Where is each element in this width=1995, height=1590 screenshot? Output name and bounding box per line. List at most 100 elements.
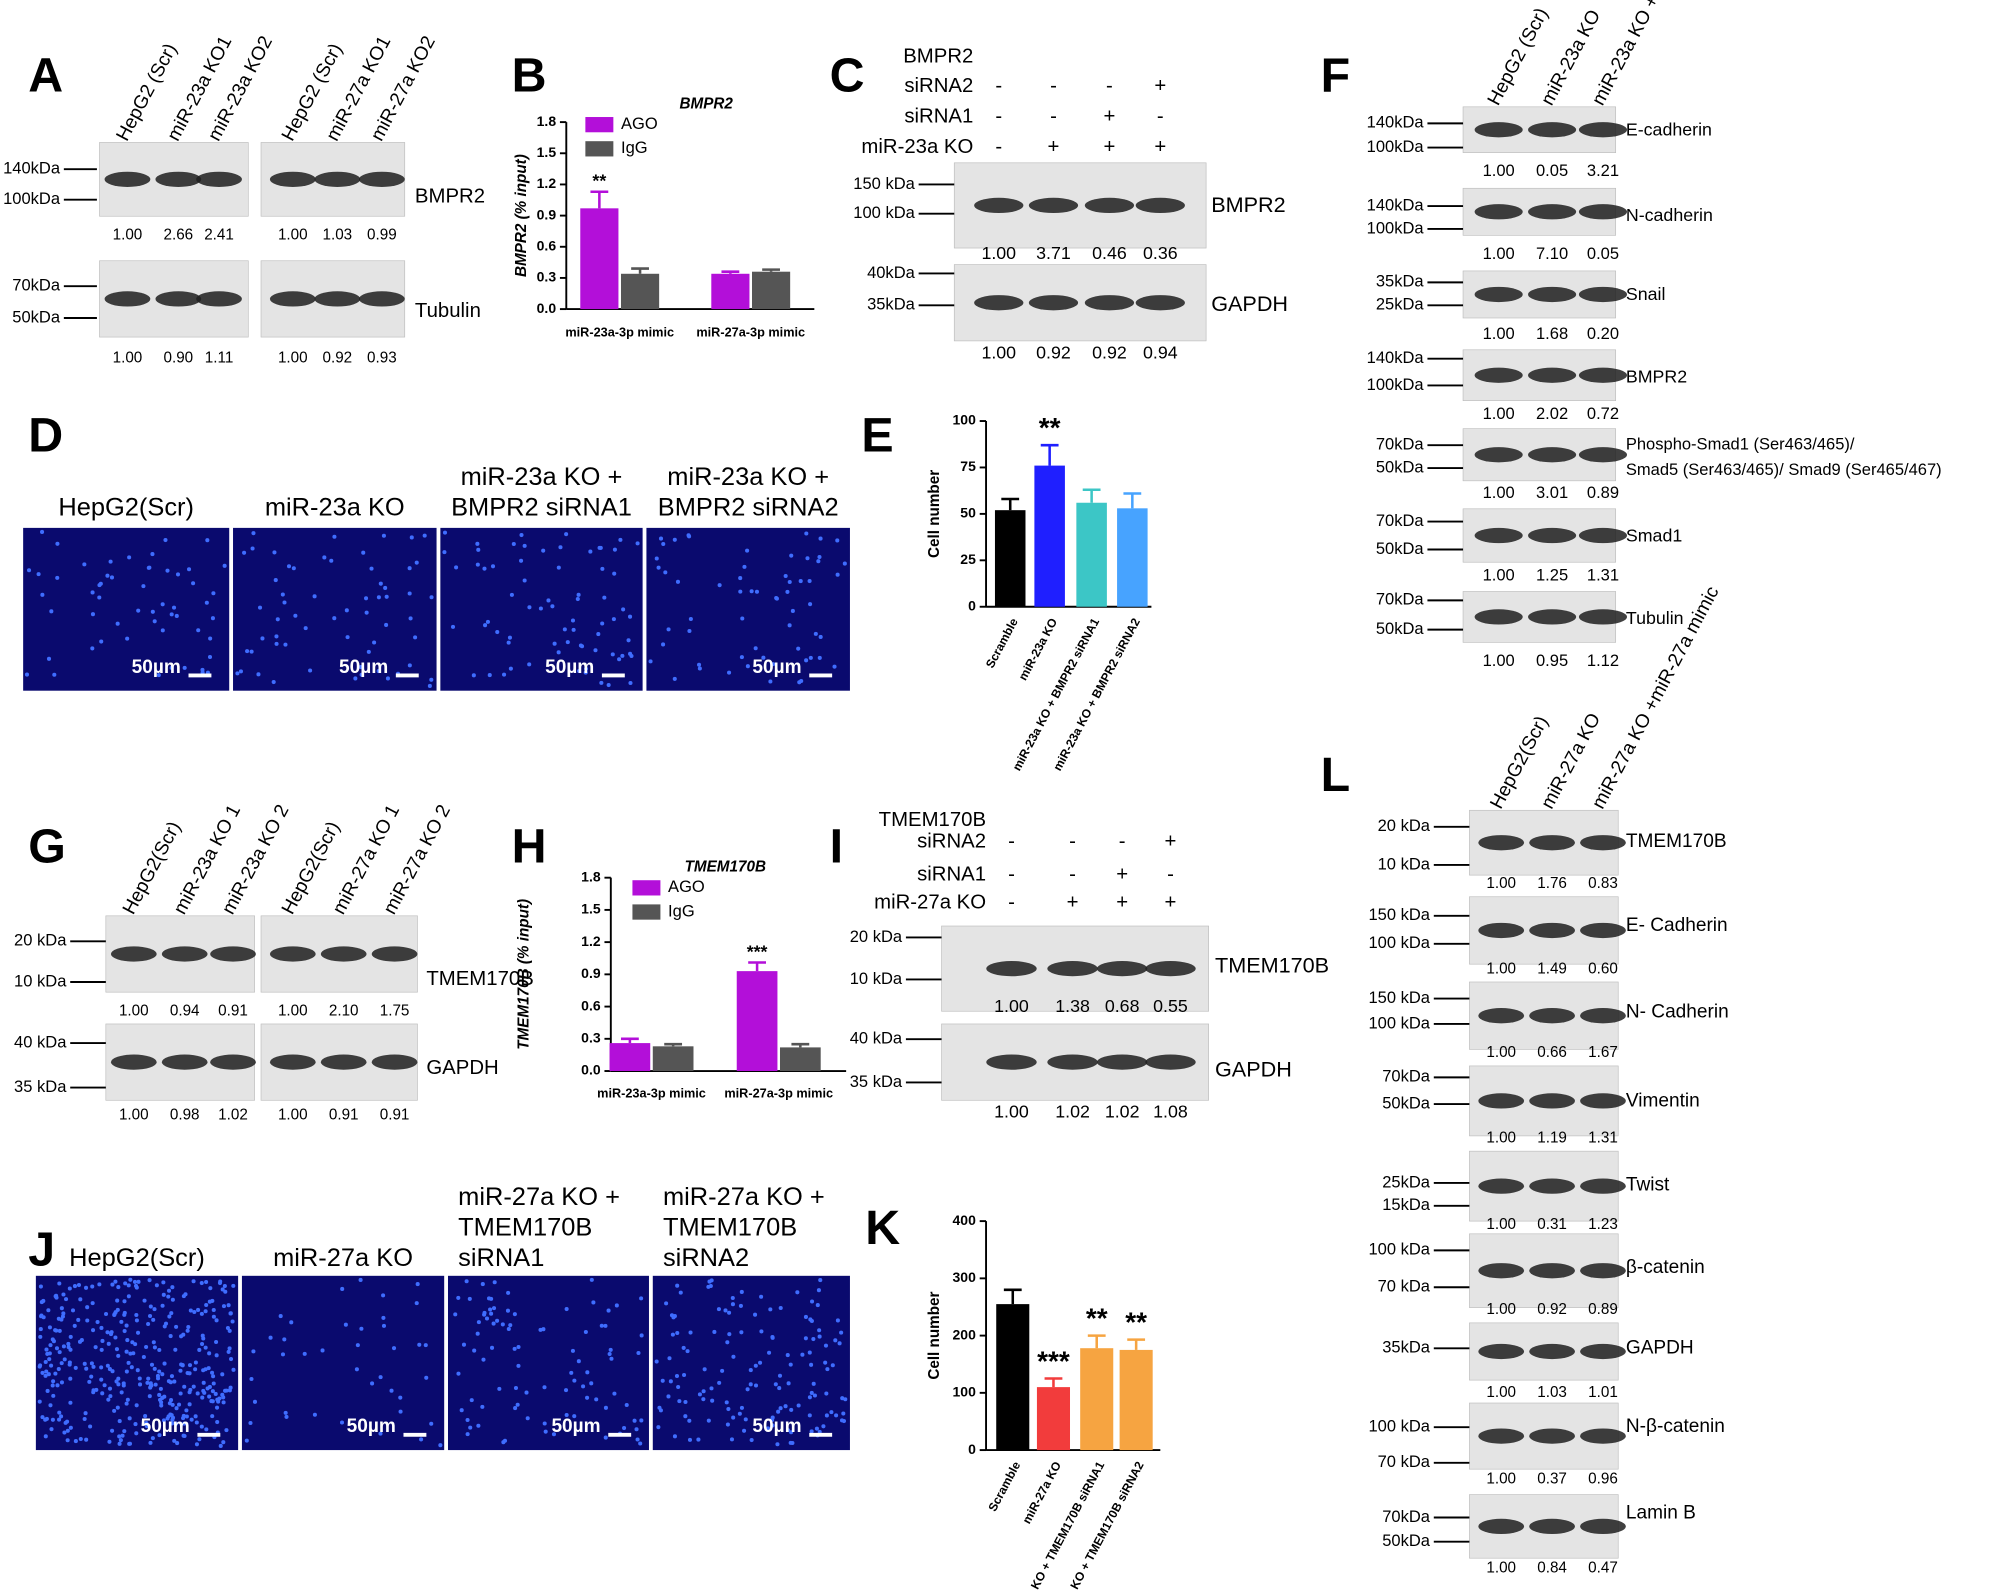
nucleus — [821, 1424, 826, 1429]
nucleus — [144, 1421, 149, 1426]
blot-label: TMEM170B — [1626, 831, 1727, 852]
bar — [1080, 1348, 1114, 1451]
nucleus — [24, 672, 30, 677]
nucleus — [789, 553, 794, 558]
nucleus — [456, 1295, 461, 1300]
nucleus — [512, 1346, 517, 1351]
quantification: 0.99 — [367, 226, 397, 243]
nucleus — [188, 1387, 193, 1392]
nucleus — [807, 1395, 812, 1400]
nucleus — [500, 1322, 505, 1327]
nucleus — [803, 1314, 808, 1319]
blot-band — [1474, 447, 1523, 463]
nucleus — [121, 1381, 126, 1386]
quantification: 0.68 — [1105, 996, 1140, 1016]
blot-label: E- Cadherin — [1626, 915, 1728, 936]
y-tick-label: 1.2 — [537, 175, 557, 191]
nucleus — [123, 1281, 128, 1286]
nucleus — [54, 1346, 60, 1351]
nucleus — [125, 636, 130, 641]
marker-label: 35kDa — [1382, 1338, 1431, 1357]
nucleus — [583, 670, 588, 675]
nucleus — [54, 1293, 59, 1298]
nucleus — [639, 1296, 644, 1301]
nucleus — [312, 594, 317, 599]
condition-sign: + — [1116, 864, 1128, 886]
nucleus — [485, 619, 490, 624]
nucleus — [483, 623, 488, 628]
nucleus — [546, 598, 551, 603]
nucleus — [161, 1280, 166, 1285]
nucleus — [40, 1415, 45, 1420]
nucleus — [725, 1340, 730, 1345]
nucleus — [542, 1421, 547, 1426]
nucleus — [702, 1367, 707, 1372]
quantification: 1.25 — [1536, 566, 1568, 585]
blot-band — [196, 171, 242, 187]
nucleus — [144, 1424, 149, 1429]
nucleus — [669, 1313, 675, 1318]
nucleus — [268, 1335, 273, 1340]
nucleus — [467, 1296, 472, 1301]
marker-label: 50kDa — [1382, 1093, 1431, 1112]
quantification: 3.71 — [1036, 243, 1071, 263]
blot-band — [1580, 1518, 1626, 1535]
nucleus — [688, 616, 693, 622]
nucleus — [57, 1417, 62, 1422]
nucleus — [407, 663, 412, 668]
y-tick-label: 1.8 — [581, 868, 601, 884]
quantification: 1.00 — [1486, 1470, 1516, 1487]
nucleus — [516, 1363, 521, 1368]
nucleus — [224, 1428, 229, 1433]
nucleus — [211, 1374, 216, 1379]
quantification: 1.00 — [1486, 1216, 1516, 1233]
nucleus — [442, 530, 448, 535]
quantification: 1.00 — [278, 350, 308, 367]
nucleus — [572, 1378, 577, 1383]
nucleus — [823, 1343, 829, 1348]
legend-label: AGO — [621, 114, 658, 133]
nucleus — [176, 1402, 182, 1407]
nucleus — [182, 665, 187, 670]
blot-band — [1529, 1008, 1575, 1024]
image-header: miR-27a KO + — [663, 1183, 825, 1211]
blot-band — [1478, 835, 1525, 851]
panel-letter: H — [512, 819, 547, 873]
nucleus — [82, 562, 87, 567]
bar — [779, 1047, 821, 1072]
nucleus — [283, 642, 288, 647]
nucleus — [358, 665, 363, 670]
y-tick-label: 100 — [953, 1384, 977, 1400]
condition-label: siRNA1 — [904, 105, 973, 127]
bar — [736, 971, 778, 1072]
nucleus — [564, 1306, 569, 1312]
nucleus — [501, 1440, 506, 1445]
nucleus — [677, 1399, 682, 1404]
nucleus — [817, 1328, 822, 1333]
nucleus — [343, 1322, 348, 1327]
nucleus — [189, 1417, 194, 1422]
quantification: 1.00 — [981, 342, 1016, 362]
nucleus — [687, 1418, 692, 1423]
nucleus — [303, 626, 308, 631]
nucleus — [170, 1415, 176, 1420]
marker-label: 20 kDa — [14, 931, 67, 950]
nucleus — [634, 1427, 639, 1432]
legend-swatch — [632, 880, 661, 896]
nucleus — [770, 1417, 775, 1422]
nucleus — [614, 1303, 619, 1308]
nucleus — [48, 1403, 53, 1408]
nucleus — [201, 1380, 206, 1385]
nucleus — [813, 631, 818, 636]
nucleus — [476, 1423, 481, 1428]
marker-label: 20 kDa — [850, 927, 903, 946]
nucleus — [61, 1344, 66, 1349]
blot-band — [1580, 1263, 1626, 1279]
x-tick-label: Scramble — [985, 1459, 1023, 1514]
nucleus — [82, 1416, 87, 1422]
condition-sign: - — [1069, 864, 1076, 886]
nucleus — [602, 595, 607, 600]
nucleus — [43, 1359, 48, 1365]
nucleus — [152, 1345, 157, 1350]
nucleus — [221, 1395, 226, 1400]
